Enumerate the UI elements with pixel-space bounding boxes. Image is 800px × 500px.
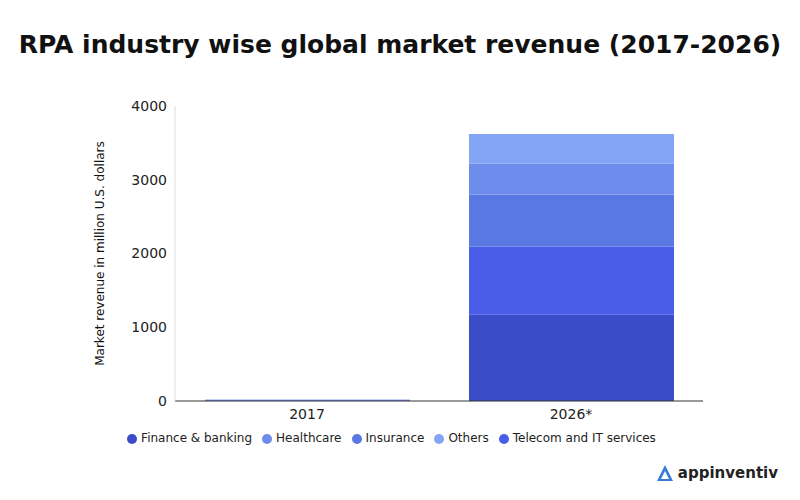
svg-text:Market revenue in million U.S.: Market revenue in million U.S. dollars: [93, 141, 107, 366]
html-text:appinventiv: appinventiv: [677, 464, 778, 482]
html-text:Others: Others: [448, 431, 489, 445]
svg-text:2017: 2017: [289, 406, 325, 422]
svg-text:2000: 2000: [131, 245, 167, 261]
html-text:RPA industry wise global marke: RPA industry wise global market revenue …: [18, 30, 782, 59]
svg-text:3000: 3000: [131, 172, 167, 188]
svg-text:2026*: 2026*: [550, 406, 593, 422]
svg-text:0: 0: [158, 393, 167, 409]
html-text:Finance & banking: Finance & banking: [141, 431, 253, 445]
html-text:Healthcare: Healthcare: [276, 431, 342, 445]
svg-text:1000: 1000: [131, 319, 167, 335]
html-text:Insurance: Insurance: [365, 431, 425, 445]
html-text:Telecom and IT services: Telecom and IT services: [512, 431, 656, 445]
svg-text:4000: 4000: [131, 98, 167, 114]
